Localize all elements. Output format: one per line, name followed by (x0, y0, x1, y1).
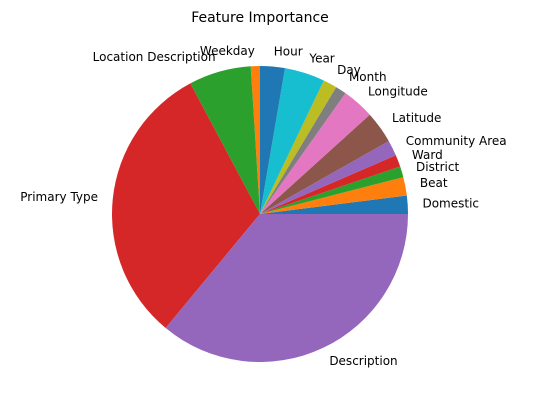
pie-slice-weekday (250, 66, 260, 214)
pie-slice-year (260, 68, 324, 214)
pie-slices (111, 66, 409, 363)
pie-slice-latitude (260, 114, 389, 214)
pie-slice-primary-type (111, 83, 261, 329)
pie-slice-description (165, 214, 408, 363)
pie-label-district: District (416, 160, 459, 174)
pie-slice-month (260, 87, 346, 214)
pie-label-location-description: Location Description (93, 50, 216, 64)
pie-label-longitude: Longitude (368, 85, 428, 99)
chart-title: Feature Importance (191, 10, 329, 26)
pie-label-year: Year (308, 51, 334, 65)
pie-slice-hour (260, 66, 285, 214)
pie-label-primary-type: Primary Type (20, 190, 98, 204)
pie-label-community-area: Community Area (406, 134, 507, 148)
pie-label-domestic: Domestic (422, 196, 479, 210)
pie-slice-longitude (260, 93, 370, 214)
pie-label-month: Month (349, 70, 387, 84)
pie-label-ward: Ward (412, 148, 443, 162)
pie-label-day: Day (337, 63, 361, 77)
pie-slice-community-area (260, 141, 396, 214)
pie-label-description: Description (329, 354, 397, 368)
pie-label-hour: Hour (274, 44, 303, 58)
pie-slice-domestic (260, 195, 409, 214)
pie-slice-day (260, 80, 337, 214)
pie-label-weekday: Weekday (200, 44, 255, 58)
pie-label-beat: Beat (420, 176, 448, 190)
pie-slice-district (260, 166, 404, 214)
pie-slice-ward (260, 155, 401, 214)
pie-label-latitude: Latitude (392, 111, 441, 125)
pie-slice-beat (260, 177, 407, 214)
pie-slice-location-description (190, 66, 260, 214)
